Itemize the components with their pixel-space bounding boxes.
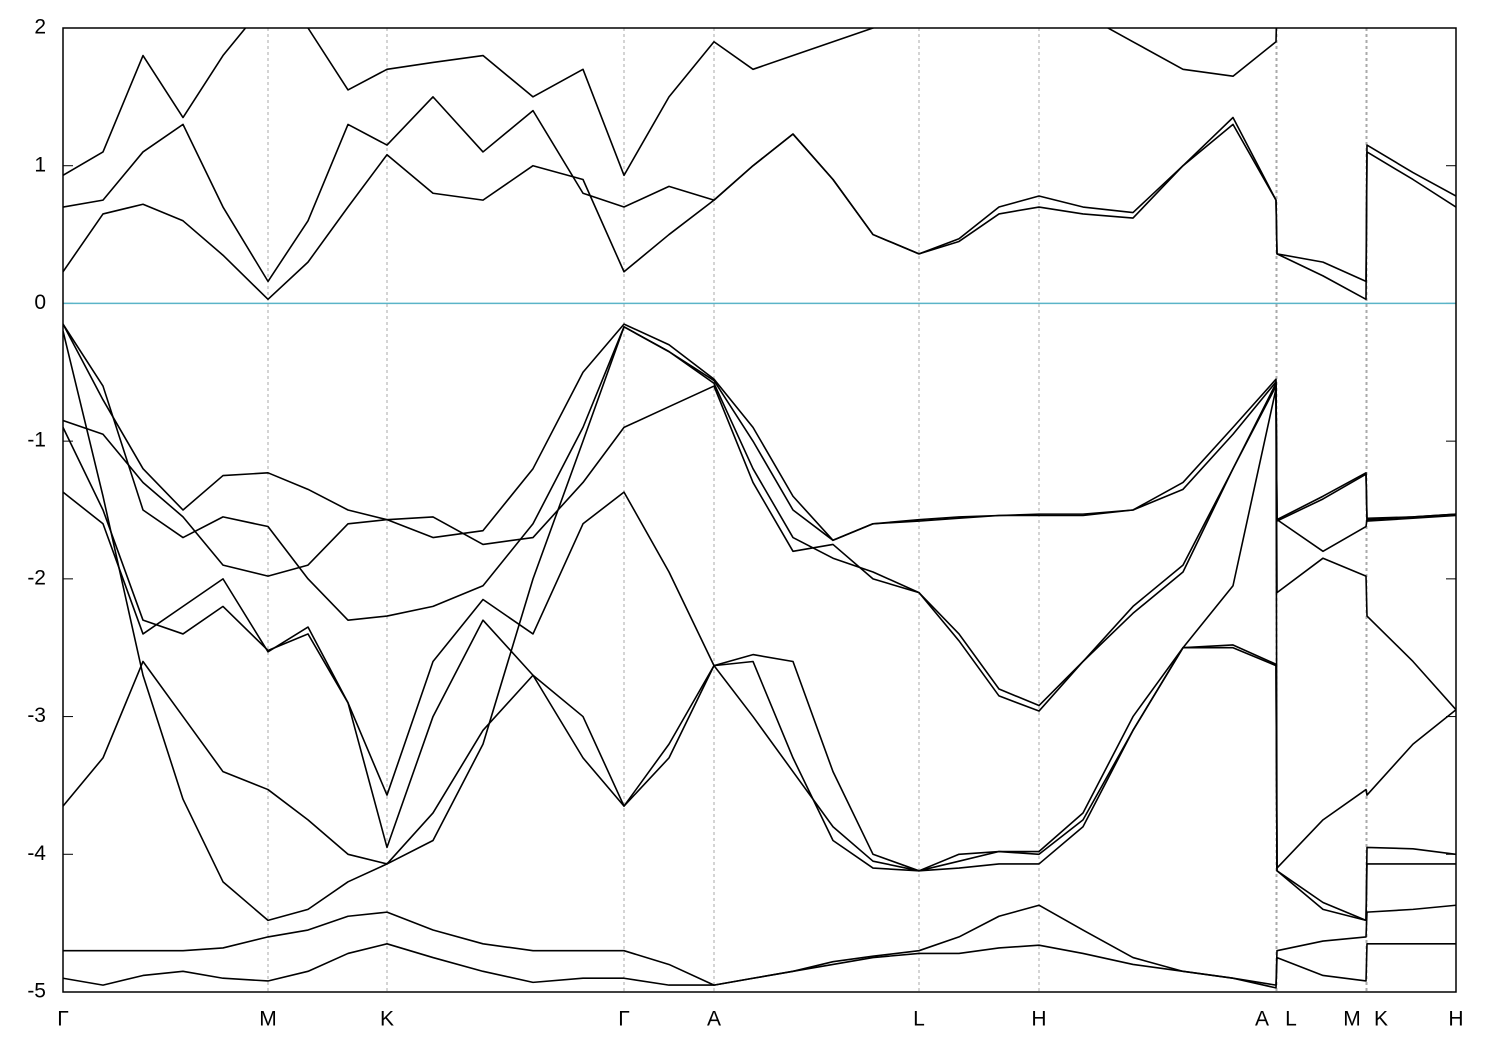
band-line: [63, 28, 1278, 177]
x-tick-label: Γ: [618, 1008, 630, 1031]
x-tick-label: M: [259, 1008, 277, 1031]
x-tick-label: K: [380, 1008, 394, 1031]
band-line: [63, 323, 1456, 542]
band-line: [63, 491, 1456, 922]
y-tick-label: 2: [34, 16, 46, 39]
band-line: [63, 388, 1456, 872]
plot-frame: [62, 27, 1457, 993]
y-tick-label: -5: [27, 980, 46, 1003]
bands: [63, 28, 1456, 989]
x-tick-label: K: [1374, 1008, 1388, 1031]
band-line: [63, 646, 1456, 922]
x-tick-label: M: [1343, 1008, 1361, 1031]
band-line: [63, 96, 1456, 283]
x-tick-label: A: [1255, 1008, 1269, 1031]
y-tick-label: -1: [27, 429, 46, 452]
x-tick-label: H: [1448, 1008, 1463, 1031]
x-tick-label: L: [1285, 1008, 1297, 1031]
x-tick-label: Γ: [57, 1008, 69, 1031]
band-line: [63, 123, 1456, 301]
y-tick-label: -3: [27, 704, 46, 727]
x-tick-label: H: [1031, 1008, 1046, 1031]
band-line: [63, 943, 1456, 989]
band-line: [63, 385, 1456, 712]
y-tick-label: -2: [27, 566, 46, 589]
band-line: [63, 326, 1456, 922]
grid: [62, 27, 1457, 993]
y-tick-label: -4: [27, 842, 46, 865]
x-tick-label: L: [913, 1008, 925, 1031]
x-tick-label: A: [707, 1008, 721, 1031]
y-tick-label: 1: [34, 153, 46, 176]
band-line: [63, 904, 1456, 986]
y-tick-label: 0: [34, 291, 46, 314]
